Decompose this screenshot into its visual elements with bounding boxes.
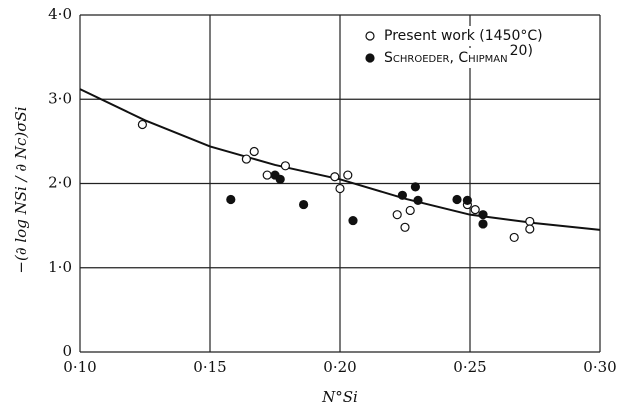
x-tick-label: 0·30 — [583, 358, 616, 376]
data-point — [478, 219, 488, 229]
y-tick-label: 0 — [62, 342, 72, 360]
data-point — [405, 205, 415, 216]
data-point — [400, 222, 410, 232]
data-point — [335, 183, 345, 194]
data-point — [226, 194, 236, 205]
data-point — [462, 195, 472, 205]
x-axis-label: N°Si — [321, 388, 358, 406]
data-point — [525, 224, 535, 234]
x-tick-label: 0·25 — [453, 358, 486, 376]
y-tick-label: 4·0 — [48, 5, 72, 23]
data-point — [413, 195, 423, 205]
data-point — [509, 232, 519, 243]
data-point — [343, 170, 353, 180]
legend-label: Schroeder, Chipman — [384, 50, 508, 66]
data-point — [478, 210, 488, 220]
data-point — [280, 161, 290, 171]
data-point — [348, 215, 358, 226]
data-point — [410, 182, 420, 192]
data-point — [392, 210, 402, 220]
x-tick-label: 0·10 — [63, 358, 96, 376]
data-point — [452, 194, 462, 205]
x-tick-label: 0·15 — [193, 358, 226, 376]
legend-bg — [358, 48, 584, 68]
data-point — [397, 190, 407, 200]
legend-marker — [365, 31, 375, 41]
data-point — [275, 174, 285, 184]
y-axis-label: −(∂ log NSi / ∂ Nc)σSi — [12, 106, 30, 273]
y-tick-label: 1·0 — [48, 258, 72, 276]
legend-marker — [365, 53, 375, 63]
x-tick-label: 0·20 — [323, 358, 356, 376]
fit-curve — [79, 88, 601, 231]
data-point — [262, 170, 272, 180]
data-point — [330, 172, 340, 182]
legend-reference: 20) — [510, 43, 533, 59]
data-point — [470, 205, 480, 215]
data-point — [525, 216, 535, 227]
data-point — [137, 119, 147, 130]
data-point — [299, 199, 309, 210]
y-tick-label: 3·0 — [48, 89, 72, 107]
legend-bg — [358, 26, 584, 46]
y-tick-label: 2·0 — [48, 174, 72, 192]
data-point — [249, 146, 259, 157]
legend-label: Present work (1450°C) — [384, 28, 543, 44]
data-point — [241, 154, 251, 164]
